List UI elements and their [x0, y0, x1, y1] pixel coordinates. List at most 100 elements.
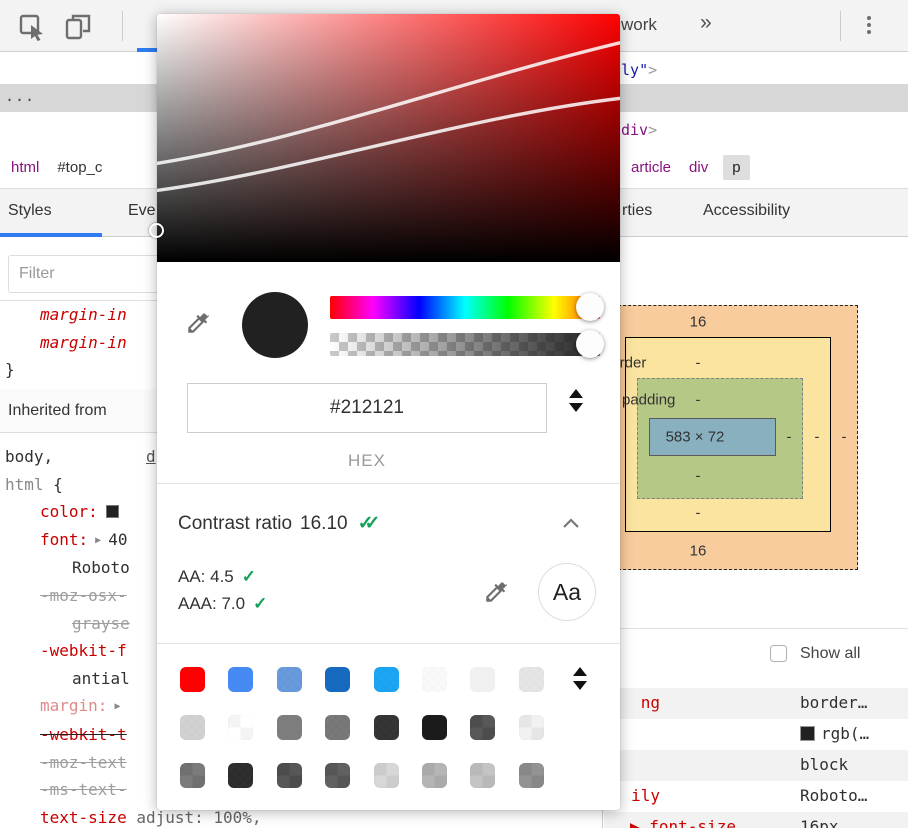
css-line[interactable]: margin-in: [0, 301, 602, 329]
css-line[interactable]: html {: [0, 471, 602, 499]
stylesheet-link[interactable]: d: [146, 447, 156, 466]
hex-value-input[interactable]: #212121: [187, 383, 547, 433]
palette-swatch-fill: [180, 763, 205, 788]
computed-property-row[interactable]: ▶ font-size 16px: [604, 812, 908, 828]
palette-swatch[interactable]: [518, 715, 544, 740]
css-text: margin:: [40, 696, 108, 716]
border-right-value: -: [814, 428, 820, 446]
background-eyedropper-icon[interactable]: [483, 579, 509, 605]
palette-swatch[interactable]: [373, 667, 399, 692]
tab-accessibility[interactable]: Accessibility: [703, 202, 791, 219]
palette-swatch[interactable]: [518, 667, 544, 692]
palette-swatch[interactable]: [470, 667, 496, 692]
inspect-element-icon[interactable]: [18, 13, 46, 41]
palette-swatch[interactable]: [276, 667, 302, 692]
alpha-slider-thumb[interactable]: [576, 330, 604, 358]
css-line[interactable]: antial: [0, 665, 602, 693]
dom-node-div-close[interactable]: div>: [621, 121, 657, 139]
saturation-value-gradient[interactable]: [149, 14, 620, 262]
palette-swatch[interactable]: [276, 715, 302, 740]
more-tabs-chevron-icon[interactable]: »: [700, 11, 712, 34]
hue-slider-thumb[interactable]: [576, 293, 604, 321]
css-line[interactable]: -webkit-t: [0, 721, 602, 749]
contrast-pass-icon: ✓✓: [357, 513, 381, 534]
css-text: -ms-text-: [40, 780, 127, 800]
computed-property-row[interactable]: block: [604, 750, 908, 781]
content-size-value: 583 × 72: [665, 428, 725, 446]
hue-slider[interactable]: [330, 296, 600, 319]
computed-property-row[interactable]: ng border…: [604, 688, 908, 719]
palette-swatch[interactable]: [276, 763, 302, 788]
computed-property-row[interactable]: rgb(…: [604, 719, 908, 750]
palette-swatch[interactable]: [180, 715, 205, 740]
palette-swatch[interactable]: [180, 763, 205, 788]
dom-node-body-end[interactable]: ly">: [621, 61, 657, 79]
contrast-preview-circle[interactable]: Aa: [538, 563, 596, 621]
palette-swatch[interactable]: [228, 667, 254, 692]
computed-property-name-partial: ng: [640, 693, 660, 712]
palette-swatch[interactable]: [422, 667, 447, 692]
eyedropper-icon[interactable]: [185, 310, 211, 336]
spinner-down-icon[interactable]: [573, 681, 587, 690]
palette-swatch-fill: [325, 715, 351, 740]
css-color-swatch[interactable]: [105, 505, 119, 519]
palette-swatch[interactable]: [325, 763, 351, 788]
show-all-label[interactable]: Show all: [800, 645, 861, 662]
tab-properties[interactable]: rties: [622, 202, 653, 219]
color-palette: [157, 657, 620, 810]
elements-tab-active-underline: [137, 48, 157, 52]
tab-network-partial[interactable]: work: [621, 15, 657, 34]
css-line[interactable]: font: ▶ 40: [0, 526, 602, 555]
alpha-slider[interactable]: [330, 333, 600, 356]
spinner-up-icon[interactable]: [569, 389, 583, 398]
palette-swatch[interactable]: [373, 763, 399, 788]
tab-event-listeners[interactable]: Eve: [128, 202, 156, 219]
breadcrumb-item-div[interactable]: div: [689, 159, 709, 176]
palette-swatch[interactable]: [228, 763, 254, 788]
palette-swatch[interactable]: [470, 763, 496, 788]
breadcrumb-item-p[interactable]: p: [723, 155, 750, 180]
show-all-checkbox[interactable]: [770, 645, 787, 662]
spinner-down-icon[interactable]: [569, 403, 583, 412]
computed-property-value: 16px: [800, 817, 839, 828]
palette-swatch[interactable]: [373, 715, 399, 740]
css-line[interactable]: color:: [0, 498, 602, 526]
collapse-chevron-icon[interactable]: [562, 517, 580, 529]
css-line[interactable]: -moz-osx-: [0, 582, 602, 610]
css-line[interactable]: margin-in: [0, 329, 602, 357]
current-color-swatch[interactable]: [242, 292, 308, 358]
palette-swatch[interactable]: [422, 715, 447, 740]
palette-switcher-spinner[interactable]: [573, 667, 587, 690]
css-line[interactable]: -moz-text: [0, 749, 602, 777]
device-toolbar-icon[interactable]: [64, 13, 92, 41]
css-line[interactable]: text-size adjust: 100%,: [0, 804, 602, 828]
color-format-spinner[interactable]: [569, 389, 583, 412]
css-text: margin-in: [40, 305, 127, 324]
palette-swatch[interactable]: [518, 763, 544, 788]
spinner-up-icon[interactable]: [573, 667, 587, 676]
box-model-content[interactable]: [649, 418, 776, 456]
css-line[interactable]: grayse: [0, 610, 602, 638]
palette-swatch[interactable]: [325, 667, 351, 692]
palette-swatch[interactable]: [422, 763, 447, 788]
tab-styles[interactable]: Styles: [8, 202, 52, 219]
css-line[interactable]: }: [0, 356, 602, 384]
palette-swatch-fill: [228, 763, 254, 788]
palette-swatch[interactable]: [325, 715, 351, 740]
palette-swatch[interactable]: [470, 715, 496, 740]
breadcrumb-item-html[interactable]: html: [11, 159, 40, 176]
css-line[interactable]: body, d: [0, 443, 602, 471]
kebab-menu-icon[interactable]: [860, 13, 878, 39]
breadcrumb-item-article[interactable]: article: [631, 159, 672, 176]
palette-swatch[interactable]: [228, 715, 254, 740]
breadcrumb-item-topc[interactable]: #top_c: [57, 159, 103, 176]
css-line[interactable]: Roboto: [0, 554, 602, 582]
computed-property-name-partial: ily: [631, 786, 660, 805]
computed-property-row[interactable]: ily Roboto…: [604, 781, 908, 812]
palette-swatch-fill: [180, 667, 205, 692]
color-selection-ring[interactable]: [149, 223, 164, 238]
css-line[interactable]: -ms-text-: [0, 776, 602, 804]
palette-swatch[interactable]: [180, 667, 205, 692]
css-line[interactable]: -webkit-f: [0, 637, 602, 665]
css-line[interactable]: margin: ▶: [0, 692, 602, 721]
